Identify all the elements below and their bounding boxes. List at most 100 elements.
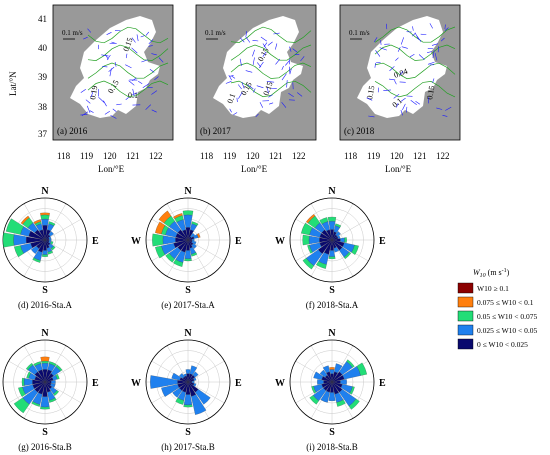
current-vector bbox=[375, 50, 381, 57]
rose-sector bbox=[349, 386, 355, 395]
rose-sector bbox=[306, 214, 316, 224]
current-vector bbox=[90, 92, 94, 98]
direction-label: N bbox=[328, 186, 336, 197]
legend-swatch bbox=[457, 324, 474, 336]
current-vector bbox=[275, 58, 281, 65]
contour-line bbox=[374, 80, 456, 98]
direction-label: S bbox=[185, 427, 191, 438]
rose-panel: N E S W (f) 2018-Sta.A bbox=[275, 186, 386, 310]
rose-sector bbox=[302, 234, 310, 246]
contour-line bbox=[230, 62, 312, 79]
current-vector bbox=[87, 28, 92, 33]
current-vector bbox=[262, 51, 267, 57]
current-vector bbox=[151, 53, 157, 56]
y-tick-label: 37 bbox=[38, 129, 48, 139]
current-vector bbox=[373, 37, 378, 43]
rose-sector bbox=[25, 362, 34, 371]
rose-sector bbox=[328, 392, 336, 401]
current-vector bbox=[239, 58, 242, 66]
rose-sector bbox=[32, 257, 41, 263]
current-vector bbox=[266, 87, 269, 94]
rose-sector bbox=[328, 256, 336, 259]
rose-sector bbox=[158, 210, 172, 224]
rose-sector bbox=[328, 250, 336, 257]
contour-label: 0.15 bbox=[261, 80, 274, 96]
current-vector bbox=[432, 50, 435, 58]
rose-sector bbox=[50, 241, 54, 245]
current-vector bbox=[395, 57, 399, 61]
scale-label: 0.1 m/s bbox=[62, 29, 83, 37]
current-vector bbox=[396, 102, 399, 108]
rose-sector bbox=[319, 369, 328, 378]
current-vector bbox=[103, 100, 107, 107]
rose-sector bbox=[183, 404, 193, 408]
current-vector bbox=[427, 61, 435, 65]
current-vector bbox=[300, 56, 305, 62]
current-vector bbox=[440, 37, 445, 42]
rose-sector bbox=[33, 219, 42, 225]
x-tick-label: 122 bbox=[292, 151, 306, 161]
rose-sector bbox=[53, 390, 59, 396]
rose-caption: (e) 2017-Sta.A bbox=[161, 300, 215, 310]
direction-label: W bbox=[131, 378, 141, 389]
rose-sector bbox=[317, 379, 324, 385]
current-vector bbox=[389, 66, 395, 72]
rose-sector bbox=[175, 397, 185, 405]
rose-outer-ring bbox=[145, 197, 231, 283]
current-vector bbox=[273, 32, 280, 35]
current-vector bbox=[236, 97, 238, 103]
rose-sector bbox=[152, 233, 164, 247]
current-vector bbox=[388, 78, 396, 81]
current-vector bbox=[132, 88, 135, 97]
current-vector bbox=[110, 115, 117, 119]
current-vector bbox=[252, 88, 256, 93]
current-vector bbox=[402, 103, 406, 111]
current-vector bbox=[400, 109, 403, 116]
current-vector bbox=[289, 68, 292, 74]
rose-sector bbox=[48, 397, 57, 403]
rose-sector bbox=[41, 218, 49, 226]
current-vector bbox=[429, 23, 433, 29]
rose-sector bbox=[192, 371, 199, 378]
x-axis-label: Lon/°E bbox=[98, 164, 125, 174]
map-axes: Lat/°N 37 38 39 40 41 118 119 120 121 12… bbox=[8, 14, 450, 174]
current-vector bbox=[292, 48, 298, 53]
y-tick-label: 38 bbox=[38, 102, 48, 112]
rose-sector bbox=[47, 250, 54, 255]
rose-sector bbox=[26, 371, 31, 379]
current-vector bbox=[131, 37, 136, 43]
current-vector bbox=[233, 112, 238, 115]
legend-swatch bbox=[457, 338, 474, 350]
current-vector bbox=[101, 54, 109, 57]
current-vector bbox=[427, 51, 432, 53]
rose-sector bbox=[172, 387, 183, 398]
direction-label: E bbox=[92, 236, 99, 247]
direction-label: N bbox=[328, 328, 336, 339]
legend-item: 0.05 ≤ W10 < 0.075 bbox=[477, 312, 538, 321]
direction-label: S bbox=[42, 285, 48, 296]
rose-sector bbox=[55, 364, 63, 372]
current-vector bbox=[255, 113, 259, 118]
rose-sector bbox=[40, 406, 50, 410]
rose-sector bbox=[340, 379, 347, 385]
direction-label: W bbox=[275, 236, 285, 247]
direction-label: E bbox=[92, 378, 99, 389]
rose-sector bbox=[165, 253, 175, 263]
current-vector bbox=[238, 91, 243, 99]
sea-area bbox=[213, 16, 303, 118]
current-vector bbox=[80, 114, 88, 116]
rose-sector bbox=[182, 210, 194, 216]
current-vector bbox=[154, 76, 159, 81]
rose-sector bbox=[335, 223, 342, 228]
rose-outer-ring bbox=[289, 339, 375, 425]
x-tick-label: 121 bbox=[269, 151, 283, 161]
rose-sector bbox=[48, 231, 54, 237]
current-vector bbox=[228, 75, 232, 81]
current-vector bbox=[258, 61, 264, 69]
current-vector bbox=[431, 43, 439, 46]
rose-sector bbox=[48, 221, 56, 226]
rose-sector bbox=[351, 244, 359, 255]
rose-sector bbox=[307, 244, 313, 254]
